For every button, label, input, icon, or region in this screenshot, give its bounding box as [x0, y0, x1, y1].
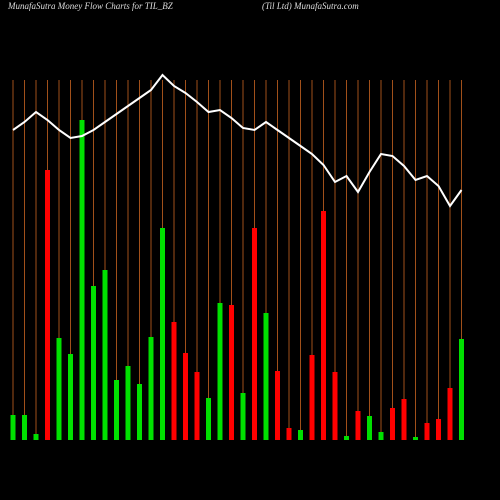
bar: [309, 355, 315, 440]
bar: [459, 339, 464, 440]
bar: [137, 384, 142, 440]
bar: [344, 436, 349, 440]
bar: [263, 313, 269, 440]
bar: [160, 228, 165, 440]
bar: [10, 415, 16, 440]
chart-title: MunafaSutra Money Flow Charts for TIL_BZ: [7, 1, 174, 11]
bar: [298, 430, 303, 440]
bar: [252, 228, 257, 440]
bar: [102, 270, 108, 440]
bar: [68, 354, 73, 440]
bar: [413, 437, 418, 440]
bar: [321, 211, 326, 440]
bar: [424, 423, 430, 440]
bar: [332, 372, 338, 440]
bar: [286, 428, 292, 440]
bar: [56, 338, 62, 440]
bar: [390, 408, 395, 440]
bar: [194, 372, 200, 440]
bar: [91, 286, 96, 440]
bar: [148, 337, 154, 440]
bar: [240, 393, 246, 440]
bar: [125, 366, 131, 440]
bar: [367, 416, 372, 440]
bar: [114, 380, 119, 440]
bar: [217, 303, 223, 440]
bar: [171, 322, 177, 440]
bar: [22, 415, 27, 440]
bar: [378, 432, 384, 440]
bar: [45, 170, 50, 440]
bar: [436, 419, 441, 440]
line: [12, 73, 463, 208]
bar: [355, 411, 361, 440]
bar: [183, 353, 188, 440]
bar: [33, 434, 39, 440]
bar: [401, 399, 407, 440]
bar: [206, 398, 211, 440]
bar: [275, 371, 280, 440]
bar: [229, 305, 234, 440]
bar: [79, 120, 85, 440]
bar: [447, 388, 453, 440]
chart-subtitle: (Til Ltd) MunafaSutra.com: [262, 1, 359, 11]
